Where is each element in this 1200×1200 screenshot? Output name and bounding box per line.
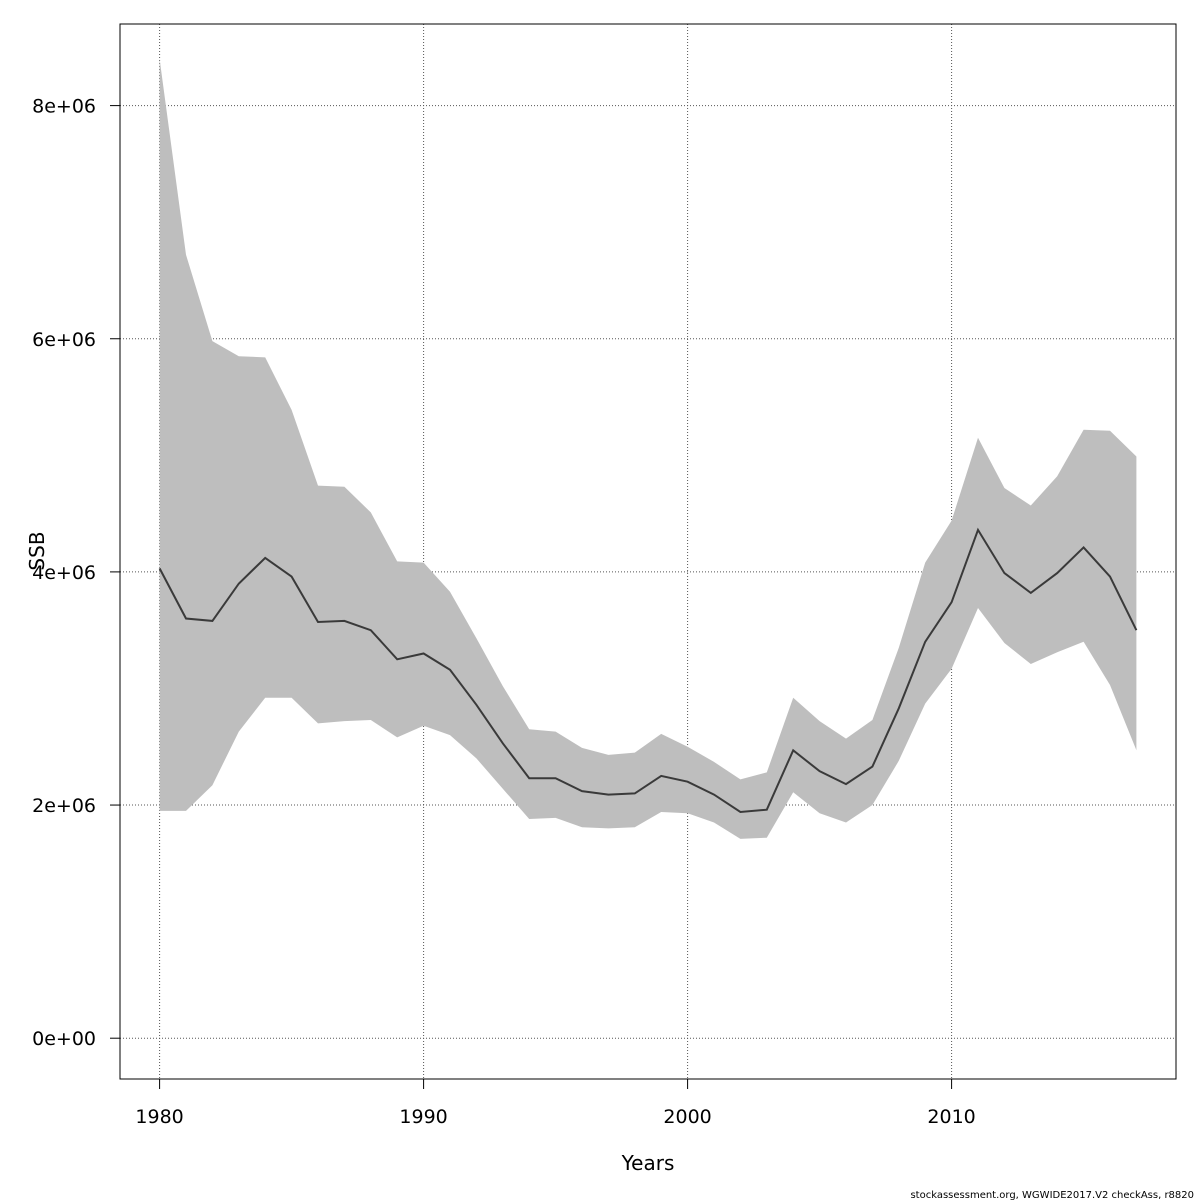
y-tick-label: 4e+06 [32, 562, 96, 584]
footer-credit: stockassessment.org, WGWIDE2017.V2 check… [910, 1190, 1194, 1200]
y-tick-label: 0e+00 [32, 1028, 96, 1050]
confidence-band [159, 59, 1137, 839]
x-tick-label: 2010 [927, 1106, 975, 1128]
x-axis-title: Years [621, 1151, 675, 1175]
y-tick-label: 2e+06 [32, 795, 96, 817]
x-tick-label: 1980 [135, 1106, 183, 1128]
x-tick-label: 1990 [399, 1106, 447, 1128]
plot-frame [119, 23, 1177, 1080]
y-tick-label: 8e+06 [32, 96, 96, 118]
ssb-estimate-line [158, 527, 1138, 814]
x-tick-label: 2000 [663, 1106, 711, 1128]
y-axis-title: SSB [25, 531, 49, 570]
axis-ticks: 1980 1990 2000 2010 0e+00 2e+06 4e+06 6e+06 8e+0… [32, 96, 976, 1128]
y-tick-label: 6e+06 [32, 329, 96, 351]
